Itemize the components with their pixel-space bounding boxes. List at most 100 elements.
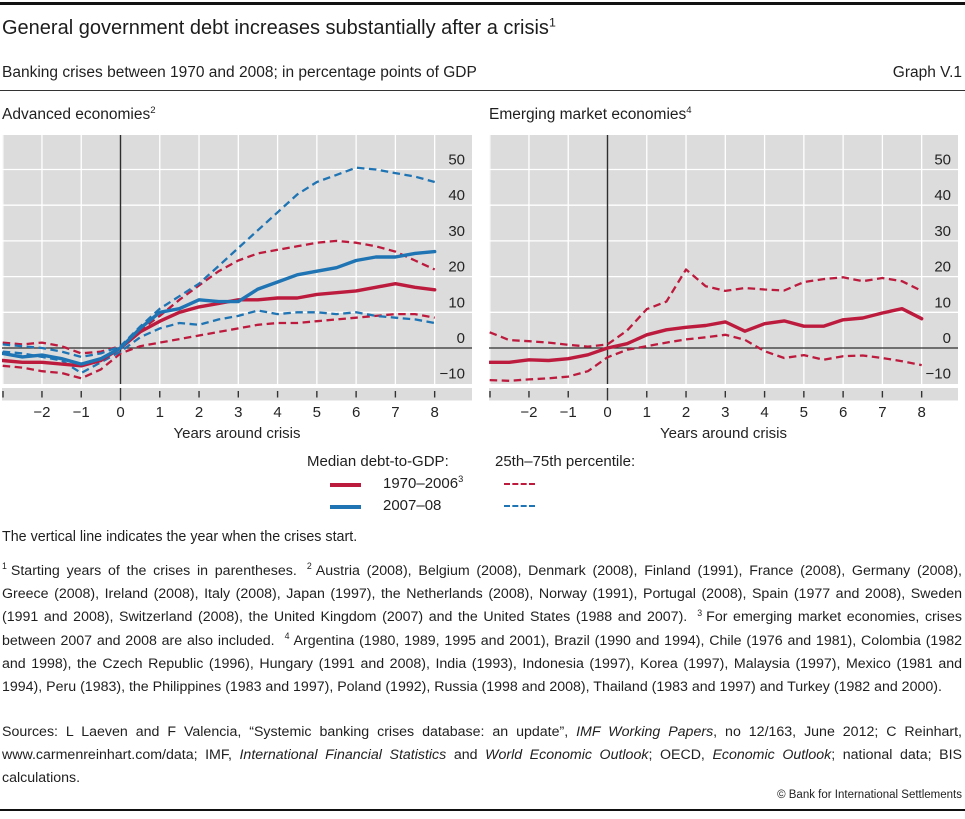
source-publication: Economic Outlook: [712, 747, 832, 764]
legend-swatch-red-solid: [330, 483, 361, 487]
source-publication: IMF Working Papers: [576, 724, 714, 740]
x-axis-label: −1: [560, 404, 577, 421]
copyright-notice: © Bank for International Settlements: [777, 789, 962, 801]
x-axis-label: 2: [195, 404, 203, 421]
footnote-marker: 3: [697, 607, 703, 618]
bottom-rule: [0, 809, 965, 811]
y-axis-label: 30: [448, 223, 465, 240]
legend-swatch-red-dashed: [504, 483, 535, 485]
footnote-text: For emerging market economies, crises be…: [2, 609, 963, 649]
legend-median-header: Median debt-to-GDP:: [307, 453, 449, 470]
chart-emerging-markets: −10 0 10 20 30 40 50 −2 −1 0 1 2 3 4 5 6 7 8 Years around …: [489, 135, 958, 446]
series-solid-red: [489, 306, 924, 365]
x-axis-label: 3: [234, 404, 242, 421]
footnote-marker: 1: [2, 561, 7, 572]
y-axis-label: 0: [943, 330, 951, 347]
page-title-footnote-marker: 1: [548, 15, 556, 30]
series-dashed-blue: [2, 166, 436, 359]
series-group: [2, 166, 437, 380]
y-axis-label: 50: [934, 152, 951, 169]
panel-footnote-marker: 2: [150, 104, 156, 116]
x-axis-label: 1: [643, 404, 651, 421]
top-rule: [0, 2, 965, 5]
legend-footnote-marker: 3: [458, 474, 464, 484]
x-axis-label: 7: [391, 404, 399, 421]
panel-footnote-marker: 4: [686, 104, 692, 116]
x-axis-label: −2: [33, 404, 50, 421]
legend-label: 1970–20063: [383, 474, 464, 492]
legend-item-percentile-blue: [504, 497, 564, 515]
x-axis-label: 6: [352, 404, 360, 421]
y-axis-label: −10: [440, 366, 465, 383]
plot-area: [2, 135, 472, 384]
x-axis-label: 8: [430, 404, 438, 421]
legend-item-percentile-red: [504, 475, 564, 493]
x-axis-label: 7: [878, 404, 886, 421]
y-axis-label: 0: [457, 330, 465, 347]
source-text: Sources: L Laeven and F Valencia, “Syste…: [2, 724, 577, 740]
source-text: ; OECD,: [648, 747, 713, 764]
note-vertical-line: The vertical line indicates the year whe…: [2, 529, 358, 545]
y-axis-label: 50: [448, 152, 465, 169]
panel-title-emerging: Emerging market economies4: [489, 104, 692, 123]
sources-paragraph: Sources: L Laeven and F Valencia, “Syste…: [2, 721, 962, 791]
source-text: and: [446, 747, 486, 764]
panel-title-advanced: Advanced economies2: [2, 104, 156, 123]
x-axis-label: 4: [760, 404, 768, 421]
x-axis-label: 0: [603, 404, 611, 421]
legend-percentile-header: 25th–75th percentile:: [495, 453, 636, 470]
series-group: [489, 268, 924, 382]
plot-area: [489, 135, 958, 384]
footnote-text: Starting years of the crises in parenthe…: [10, 563, 297, 579]
legend-swatch-blue-dashed: [504, 505, 535, 507]
y-axis-label: −10: [926, 366, 951, 383]
header-divider: [0, 90, 965, 91]
source-publication: World Economic Outlook: [485, 747, 649, 764]
legend-item-median-2007-08: 2007–08: [330, 497, 530, 515]
footnote-text: Argentina (1980, 1989, 1995 and 2001), B…: [2, 632, 962, 696]
tick-strip: [2, 388, 472, 401]
page-title-text: General government debt increases substa…: [2, 17, 549, 39]
graph-number-label: Graph V.1: [892, 64, 962, 81]
y-axis-label: 10: [934, 294, 951, 311]
source-text: ; national data; BIS calculations.: [2, 747, 962, 787]
x-axis-label: −2: [520, 404, 537, 421]
series-dashed-red: [2, 239, 436, 355]
series-solid-blue: [2, 249, 437, 366]
footnote-marker: 2: [306, 561, 312, 572]
x-axis-label: 0: [116, 404, 124, 421]
series-dashed-red: [2, 312, 435, 380]
y-axis-label: 20: [934, 259, 951, 276]
y-axis-label: 40: [448, 187, 465, 204]
x-axis-title: Years around crisis: [173, 425, 300, 441]
y-axis-label: 40: [934, 187, 951, 204]
x-axis-label: 4: [273, 404, 281, 421]
footnote-marker: 4: [284, 630, 290, 641]
panel-advanced-economies: Advanced economies2 −10 0 10 20 30 40 50 −2 −1 0 1…: [2, 106, 472, 446]
panel-emerging-markets: Emerging market economies4 −10 0 10 20 30 40 5…: [489, 106, 958, 446]
x-axis-label: 5: [313, 404, 321, 421]
series-dashed-red: [489, 333, 922, 382]
series-dashed-red: [489, 268, 923, 348]
x-axis-label: 3: [721, 404, 729, 421]
x-axis-label: 1: [156, 404, 164, 421]
x-axis-label: 2: [682, 404, 690, 421]
legend-item-median-1970-2006: 1970–20063: [330, 474, 530, 493]
y-axis-label: 20: [448, 259, 465, 276]
x-axis-title: Years around crisis: [660, 425, 787, 441]
tick-strip: [489, 388, 958, 401]
legend-label: 2007–08: [383, 497, 442, 514]
x-axis-label: 8: [917, 404, 925, 421]
chart-advanced-economies: −10 0 10 20 30 40 50 −2 −1 0 1 2 3 4 5 6 7 8 Years around …: [2, 135, 472, 446]
source-text: , no 12/163, June 2012; C Reinhart, www.…: [2, 724, 962, 764]
footnote-text: Austria (2008), Belgium (2008), Denmark …: [2, 563, 962, 626]
subtitle: Banking crises between 1970 and 2008; in…: [2, 64, 477, 81]
source-publication: International Financial Statistics: [239, 747, 447, 764]
x-axis-label: 6: [839, 404, 847, 421]
series-solid-red: [2, 281, 437, 368]
x-axis-label: 5: [800, 404, 808, 421]
y-axis-label: 30: [934, 223, 951, 240]
y-axis-label: 10: [448, 294, 465, 311]
